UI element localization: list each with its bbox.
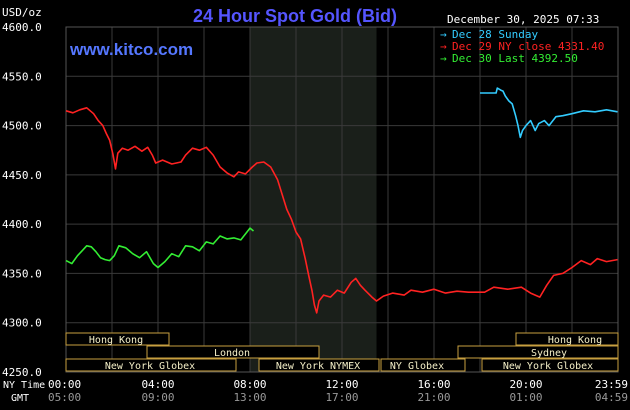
- y-tick-label: 4250.0: [2, 366, 42, 379]
- chart-title: 24 Hour Spot Gold (Bid): [193, 6, 397, 26]
- session-ny-nymex-box: [258, 358, 380, 372]
- session-hong-kong-box: [65, 332, 170, 346]
- y-tick-label: 4500.0: [2, 120, 42, 133]
- legend-arrow-icon: →: [440, 52, 447, 65]
- session-ny-globex-3-label: New York Globex: [503, 361, 593, 372]
- session-sydney-label: Sydney: [531, 348, 567, 359]
- nymex-session-shade: [250, 27, 377, 372]
- x-tick-label-ny: 04:00: [141, 378, 174, 391]
- session-ny-globex-2-label: NY Globex: [390, 361, 444, 372]
- x-tick-label-gmt: 04:59: [595, 391, 628, 404]
- session-hong-kong-label: Hong Kong: [89, 335, 143, 346]
- y-axis: 4250.0 4300.0 4350.0 4400.0 4450.0 4500.0 4550…: [2, 21, 42, 379]
- x-tick-label-gmt: 05:00: [48, 391, 81, 404]
- session-hong-kong-2-box: [515, 332, 619, 346]
- session-ny-globex-3-box: [481, 358, 619, 372]
- session-ny-globex-2-box: [380, 358, 466, 372]
- x-tick-label-ny: 00:00: [48, 378, 81, 391]
- legend: → Dec 28 Sunday → Dec 29 NY close 4331.4…: [440, 28, 604, 65]
- x-axis: 00:00 04:00 08:00 12:00 16:00 20:00 23:59 05:00…: [48, 378, 628, 404]
- x-row-label-ny: NY Time: [3, 380, 45, 391]
- x-tick-label-ny: 12:00: [325, 378, 358, 391]
- session-london-label: London: [214, 348, 250, 359]
- session-bars: Hong Kong London New York Globex New Yor…: [65, 332, 619, 372]
- x-tick-label-ny: 23:59: [595, 378, 628, 391]
- series-layer: [65, 87, 618, 314]
- x-tick-label-ny: 08:00: [233, 378, 266, 391]
- x-tick-label-gmt: 21:00: [417, 391, 450, 404]
- session-ny-nymex-label: New York NYMEX: [276, 361, 360, 372]
- x-tick-label-gmt: 09:00: [141, 391, 174, 404]
- y-tick-label: 4550.0: [2, 70, 42, 83]
- x-row-label-gmt: GMT: [11, 393, 29, 404]
- x-tick-label-gmt: 17:00: [325, 391, 358, 404]
- y-tick-label: 4350.0: [2, 267, 42, 280]
- unit-label: USD/oz: [2, 6, 42, 19]
- brand-url: www.kitco.com: [69, 40, 193, 59]
- session-ny-globex-label: New York Globex: [105, 361, 195, 372]
- x-tick-label-gmt: 01:00: [509, 391, 542, 404]
- y-tick-label: 4600.0: [2, 21, 42, 34]
- timestamp: December 30, 2025 07:33: [447, 13, 599, 26]
- legend-entry: Dec 30 Last 4392.50: [452, 52, 578, 65]
- legend-arrow-icon: →: [440, 28, 447, 41]
- plot-frame: [65, 26, 619, 373]
- grid: [65, 26, 619, 373]
- x-tick-label-gmt: 13:00: [233, 391, 266, 404]
- legend-entry: Dec 29 NY close 4331.40: [452, 40, 604, 53]
- x-tick-label-ny: 16:00: [417, 378, 450, 391]
- y-tick-label: 4450.0: [2, 169, 42, 182]
- series-line-0: [65, 107, 618, 314]
- series-line-2: [480, 87, 618, 139]
- session-ny-globex-box: [65, 358, 237, 372]
- session-sydney-box: [457, 345, 619, 359]
- y-tick-label: 4400.0: [2, 218, 42, 231]
- legend-arrow-icon: →: [440, 40, 447, 53]
- y-tick-label: 4300.0: [2, 317, 42, 330]
- series-line-1: [65, 227, 255, 269]
- session-london-box: [146, 345, 320, 359]
- legend-entry: Dec 28 Sunday: [452, 28, 538, 41]
- x-tick-label-ny: 20:00: [509, 378, 542, 391]
- session-hong-kong-2-label: Hong Kong: [548, 335, 602, 346]
